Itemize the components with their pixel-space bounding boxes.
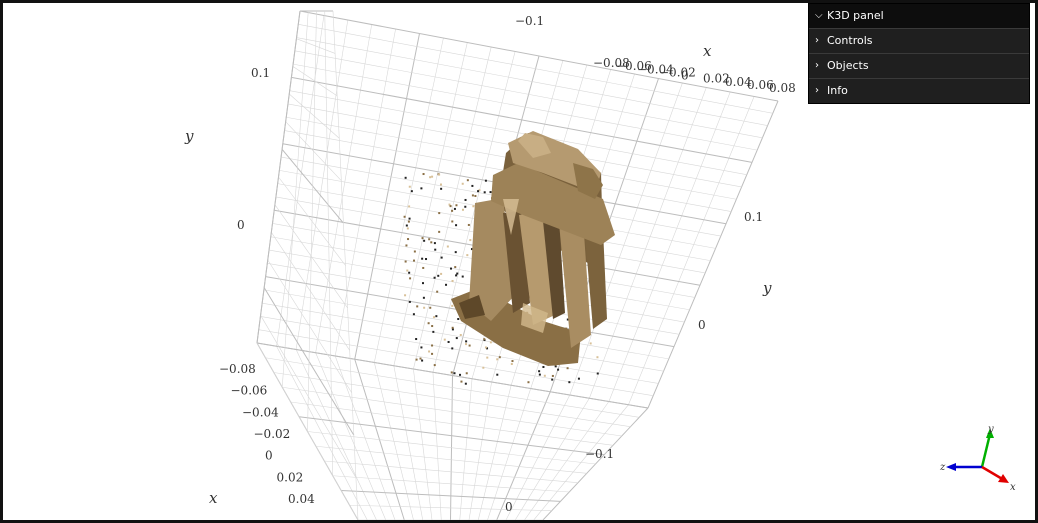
tick-label: 0.04 — [725, 75, 752, 89]
tick-label: −0.06 — [615, 59, 652, 73]
tick-label: 0 — [265, 449, 273, 463]
right-y-tick-0: 0 — [698, 318, 706, 332]
gizmo-x-label: x — [1010, 482, 1016, 493]
left-y-axis-name: y — [184, 127, 194, 145]
left-grid-plane — [256, 10, 359, 520]
panel-title-toggle[interactable]: ⌵ K3D panel — [809, 4, 1029, 28]
scene-canvas[interactable]: −0.1 −0.08−0.06−0.04−0.020 0.020.040.060.… — [3, 3, 1035, 520]
tick-label: −0.02 — [659, 65, 696, 79]
tick-label: −0.04 — [242, 405, 279, 419]
right-y-tick-0.1: 0.1 — [744, 210, 763, 224]
tick-label: 0 — [681, 69, 689, 83]
gizmo-x-axis — [981, 465, 1005, 482]
tick-label: −0.08 — [593, 56, 630, 70]
chevron-right-icon: › — [815, 35, 819, 46]
tick-label: −0.04 — [637, 62, 674, 76]
bottom-x-ticks: −0.08 −0.06 −0.04 −0.02 0 0.02 0.04 — [219, 362, 315, 506]
floor-grid-plane — [256, 342, 649, 520]
tick-label: 0.04 — [288, 492, 315, 506]
left-y-tick-0: 0 — [237, 218, 245, 232]
tick-label: 0.06 — [747, 78, 774, 92]
tick-label: −0.08 — [219, 362, 256, 376]
far-tick-label: −0.1 — [515, 14, 544, 28]
panel-item-objects[interactable]: › Objects — [809, 53, 1029, 78]
temple-ruin-pointcloud — [403, 131, 615, 385]
bottom-x-axis-name: x — [209, 489, 218, 507]
tick-label: 0.08 — [769, 81, 796, 95]
panel-item-label: Objects — [827, 59, 869, 72]
tick-label: −0.06 — [231, 384, 268, 398]
axes-orientation-gizmo: y z x — [939, 424, 1016, 493]
top-x-ticks: −0.08−0.06−0.04−0.020 0.020.040.060.08 — [593, 56, 796, 95]
tick-label: −0.02 — [254, 427, 291, 441]
chevron-right-icon: › — [815, 85, 819, 96]
panel-item-label: Info — [827, 84, 848, 97]
panel-item-label: Controls — [827, 34, 873, 47]
near-zero-label: 0 — [505, 500, 513, 514]
chevron-down-icon: ⌵ — [815, 10, 823, 21]
k3d-panel: ⌵ K3D panel › Controls › Objects › Info — [808, 3, 1030, 104]
near-tick-label: −0.1 — [585, 447, 614, 461]
gizmo-z-label: z — [939, 462, 946, 473]
axis-labels: −0.1 −0.08−0.06−0.04−0.020 0.020.040.060.… — [184, 14, 796, 514]
gizmo-y-axis — [980, 433, 992, 468]
left-y-tick-0.1: 0.1 — [251, 66, 270, 80]
chevron-right-icon: › — [815, 60, 819, 71]
top-x-axis-name: x — [703, 42, 712, 60]
tick-label: 0.02 — [703, 72, 730, 86]
gizmo-y-label: y — [987, 424, 994, 435]
panel-item-controls[interactable]: › Controls — [809, 28, 1029, 53]
panel-item-info[interactable]: › Info — [809, 78, 1029, 103]
right-y-axis-name: y — [762, 279, 772, 297]
panel-title: K3D panel — [827, 9, 884, 22]
tick-label: 0.02 — [277, 470, 304, 484]
